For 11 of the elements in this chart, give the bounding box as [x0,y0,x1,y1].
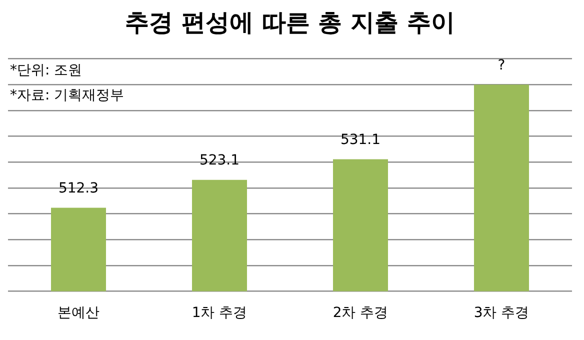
data-label: ? [498,57,506,74]
x-tick-label: 1차 추경 [192,305,248,322]
chart-title: 추경 편성에 따른 총 지출 추이 [125,8,455,37]
data-label: 523.1 [199,152,240,169]
data-label: 512.3 [58,180,99,196]
annotation: *자료: 기획재정부 [10,87,124,104]
x-tick-label: 2차 추경 [332,305,388,322]
x-tick-label: 본예산 [58,305,100,322]
annotation: *단위: 조원 [10,62,82,78]
x-tick-label: 3차 추경 [474,305,530,322]
data-label: 531.1 [340,132,381,148]
